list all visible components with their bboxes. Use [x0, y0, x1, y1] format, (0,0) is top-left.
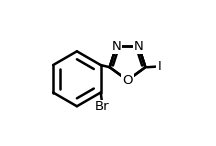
- Text: N: N: [134, 40, 143, 53]
- Text: N: N: [112, 40, 121, 53]
- Text: O: O: [122, 74, 133, 87]
- Text: Br: Br: [95, 100, 110, 113]
- Text: I: I: [157, 60, 161, 73]
